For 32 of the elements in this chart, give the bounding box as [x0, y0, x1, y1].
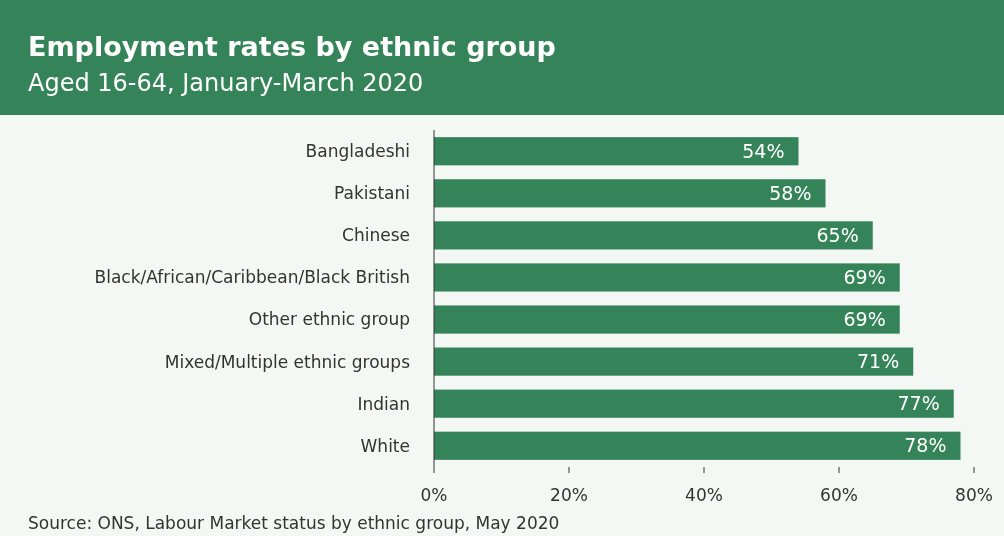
text: Aged 16-64, January-March 2020 [28, 69, 424, 97]
y-tick-label: White [360, 435, 410, 456]
bar [434, 221, 873, 250]
y-tick-label: Bangladeshi [305, 141, 410, 162]
data-label: 77% [897, 392, 940, 415]
x-tick-label: 80% [955, 485, 993, 505]
bar [434, 389, 954, 418]
data-label: 71% [857, 350, 900, 373]
data-label: 69% [843, 266, 886, 289]
y-tick-label: Other ethnic group [248, 309, 410, 330]
data-label: 78% [904, 434, 947, 457]
bar [434, 431, 961, 460]
source-note: Source: ONS, Labour Market status by ethnic group, May 2020 [28, 513, 560, 533]
y-tick-label: Chinese [342, 225, 410, 246]
data-label: 54% [742, 139, 785, 162]
data-label: 58% [769, 181, 812, 204]
bar [434, 137, 799, 166]
x-tick-label: 60% [820, 485, 858, 505]
bar [434, 263, 900, 292]
bar [434, 179, 826, 208]
y-tick-label: Indian [357, 393, 410, 414]
x-tick-label: 20% [550, 485, 588, 505]
x-tick-label: 0% [420, 485, 448, 505]
y-tick-label: Pakistani [334, 183, 410, 204]
y-tick-label: Mixed/Multiple ethnic groups [164, 351, 411, 372]
y-tick-label: Black/African/Caribbean/Black British [94, 267, 410, 288]
bar [434, 347, 914, 376]
bar [434, 305, 900, 334]
data-label: 65% [816, 224, 859, 247]
x-tick-label: 40% [685, 485, 723, 505]
chart-title: Employment rates by ethnic group [28, 31, 556, 62]
data-label: 69% [843, 308, 886, 331]
